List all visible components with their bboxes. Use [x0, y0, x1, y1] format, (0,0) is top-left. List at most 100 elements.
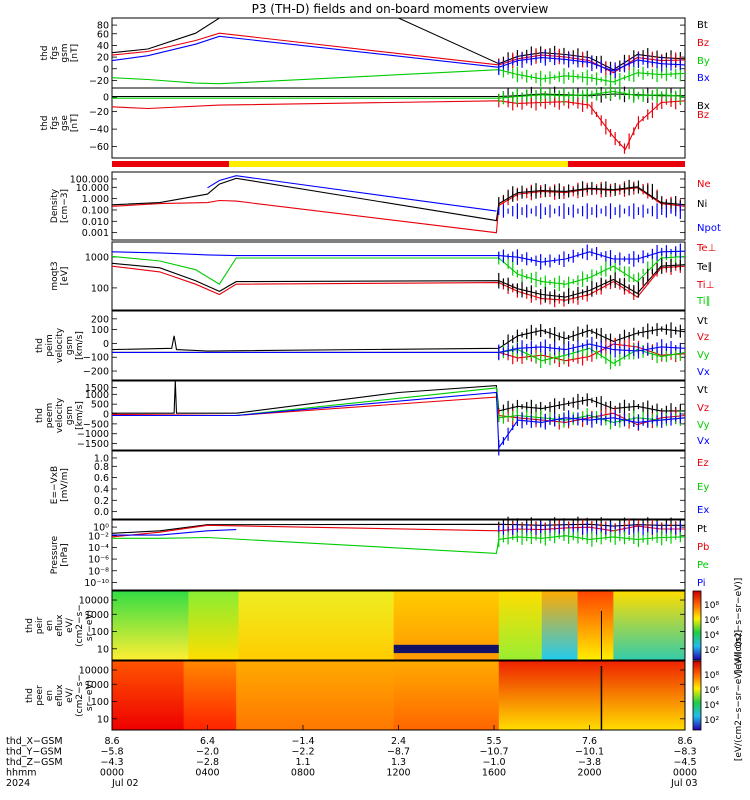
series-Bz [111, 32, 686, 74]
series-Pe [112, 535, 686, 554]
x-tick-label: −3.8 [578, 757, 601, 768]
series-Ti∥ [111, 255, 686, 285]
y-tick-label: 10000 [79, 666, 109, 677]
x-tick-label: −8.7 [387, 747, 410, 758]
x-axis: thd_X−GSMthd_Y−GSMthd_Z−GSMhhmm20248.6−5… [6, 725, 698, 789]
series-By [111, 69, 686, 85]
y-tick-label: 0 [103, 339, 109, 350]
legend-Npot: Npot [697, 223, 721, 234]
panel-frame [111, 171, 686, 241]
y-axis-label: eV/ [65, 617, 75, 633]
legend-Ti∥: Ti∥ [696, 296, 711, 307]
y-tick-label: 100 [91, 325, 109, 336]
legend-Bz: Bz [697, 38, 709, 49]
legend-Ez: Ez [697, 458, 709, 469]
status-bar-segment [112, 161, 229, 167]
y-axis-label: thd [25, 688, 35, 703]
y-axis-label: thd [40, 116, 50, 131]
x-axis-row-label: thd_Z−GSM [6, 757, 63, 768]
colorbar-tick-label: 10² [704, 646, 719, 656]
x-tick-label: 0000 [673, 768, 697, 779]
x-tick-label: −4.3 [100, 757, 123, 768]
y-tick-label: 10⁻⁸ [88, 566, 109, 577]
y-axis-label: [nPa] [60, 543, 70, 566]
colorbar-tick-label: 10² [704, 716, 719, 726]
y-tick-label: −40 [89, 125, 109, 136]
legend-Vz: Vz [697, 403, 709, 414]
heatmap-band [236, 661, 395, 730]
y-axis-label: velocity [55, 327, 65, 363]
x-tick-label: −10.1 [575, 747, 604, 758]
y-axis-label: eflux [55, 684, 65, 707]
series-Bz [111, 100, 686, 151]
panel-frame [111, 241, 686, 311]
y-axis-label: eV/ [65, 687, 75, 703]
y-tick-label: 0.2 [94, 496, 109, 507]
y-axis-label: velocity [55, 397, 65, 433]
series-Te∥ [111, 262, 686, 298]
x-tick-label: 8.6 [677, 736, 692, 747]
x-tick-label: Jul 02 [111, 778, 139, 789]
x-axis-row-label: hhmm [6, 768, 37, 779]
y-tick-label: 500 [91, 400, 109, 411]
panel-peer-en-eflux: 10⁸ 10⁶ 10⁴ 10² 10000 1000 100 10 thd peer en eflux… [25, 630, 744, 761]
y-axis-label: peir [35, 616, 45, 634]
y-axis-label: [cm−3] [60, 189, 70, 223]
y-tick-label: 10⁻⁶ [88, 555, 109, 566]
x-tick-label: Jul 03 [670, 778, 698, 789]
y-axis-label: [nT] [70, 114, 80, 132]
legend-Pe: Pe [697, 560, 709, 571]
legend-Pb: Pb [697, 542, 709, 553]
x-tick-label: −5.8 [100, 747, 123, 758]
y-tick-label: −1500 [77, 439, 109, 450]
colorbar-tick-label: 10⁶ [704, 686, 719, 696]
y-axis-label: thd [35, 408, 45, 423]
y-tick-label: 100 [91, 283, 109, 294]
y-axis-label: thd [25, 618, 35, 633]
series-Pb [111, 524, 685, 538]
y-tick-label: 10⁻² [88, 531, 109, 542]
y-tick-label: 1500 [85, 383, 109, 394]
colorbar-tick-label: 10⁸ [704, 671, 719, 681]
legend-Ne: Ne [697, 179, 711, 190]
series-Vt [112, 380, 685, 414]
series-Vx [112, 343, 686, 353]
x-tick-label: 2000 [577, 768, 601, 779]
y-tick-label: −1000 [77, 429, 109, 440]
y-axis-label: gse [60, 115, 70, 131]
panel-frame [111, 310, 686, 381]
x-tick-label: 6.4 [200, 736, 215, 747]
y-tick-label: 100 [91, 627, 109, 638]
panel-frame [111, 590, 686, 661]
y-tick-label: 10 [97, 644, 109, 655]
x-axis-row-label: 2024 [6, 778, 30, 789]
x-tick-label: −1.0 [482, 757, 505, 768]
series-Ne [111, 187, 686, 234]
x-tick-label: −4.5 [673, 757, 696, 768]
x-tick-label: −2.2 [291, 747, 314, 758]
y-tick-label: −200 [83, 367, 109, 378]
series-Vy [112, 387, 686, 423]
legend-Vt: Vt [697, 316, 708, 327]
series-Vx [112, 391, 686, 450]
y-axis-label: Pressure [50, 535, 60, 574]
legend-Pt: Pt [697, 524, 707, 535]
y-axis-label: Density [50, 188, 60, 223]
heatmap-band [498, 591, 543, 660]
y-axis-label: [eV] [60, 267, 70, 286]
y-tick-label: 10⁻¹⁰ [84, 578, 109, 589]
y-axis-label: en [45, 690, 55, 701]
colorbar-label: [eV/(cm2−s−sr−eV) (All Qs)] [734, 630, 744, 761]
y-axis-label: sr−eV) [85, 680, 95, 711]
x-axis-row-label: thd_Y−GSM [6, 747, 62, 758]
y-tick-label: 10.000 [76, 183, 109, 194]
y-tick-label: −20 [89, 76, 109, 87]
series-Bx [112, 93, 685, 98]
y-tick-label: −20 [89, 107, 109, 118]
heatmap-band [393, 644, 499, 654]
